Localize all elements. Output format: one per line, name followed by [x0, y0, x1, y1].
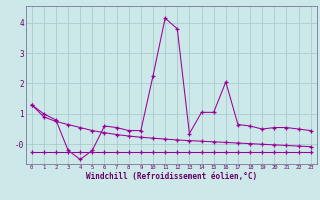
X-axis label: Windchill (Refroidissement éolien,°C): Windchill (Refroidissement éolien,°C) — [86, 172, 257, 181]
